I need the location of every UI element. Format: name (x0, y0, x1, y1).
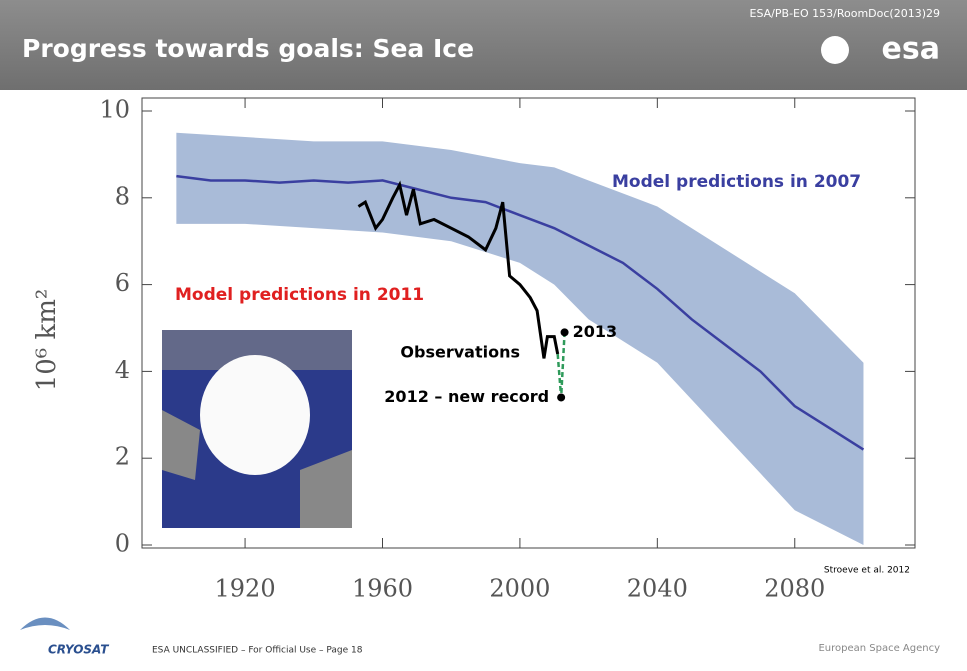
series-label: Observations (400, 343, 520, 362)
agency: European Space Agency (818, 643, 940, 654)
source: Stroeve et al. 2012 (824, 566, 910, 576)
point (560, 328, 569, 337)
x-tick-label: 1960 (352, 575, 413, 603)
x-tick-label: 2040 (627, 575, 688, 603)
y-tick-label: 6 (115, 269, 130, 297)
y-tick-label: 0 (115, 530, 130, 558)
doc-ref: ESA/PB-EO 153/RoomDoc(2013)29 (750, 7, 940, 20)
y-tick-label: 8 (115, 182, 130, 210)
series-line (357, 180, 560, 359)
logo-mark (821, 36, 849, 64)
series-line (176, 174, 865, 451)
slide-title: Progress towards goals: Sea Ice (22, 34, 474, 63)
annotation: Model predictions in 2007 (612, 172, 861, 192)
classification: ESA UNCLASSIFIED – For Official Use – Pa… (152, 646, 363, 656)
uncertainty-band (176, 132, 864, 545)
point (557, 393, 566, 402)
point-label: 2013 (573, 322, 618, 341)
cryosat-icon (20, 617, 70, 630)
x-tick-label: 2000 (489, 575, 550, 603)
logo: esa (882, 32, 940, 67)
mission: CRYOSAT (48, 643, 109, 657)
inset-map (162, 330, 352, 528)
annotation: Model predictions in 2011 (175, 285, 424, 305)
y-axis-label: 10⁶ km² (32, 289, 62, 392)
y-tick-label: 2 (115, 443, 130, 471)
header-bar (0, 0, 967, 90)
x-tick-label: 2080 (764, 575, 825, 603)
x-tick-label: 1920 (215, 575, 276, 603)
point-label: 2012 – new record (384, 387, 549, 406)
y-tick-label: 4 (115, 356, 130, 384)
y-tick-label: 10 (99, 96, 130, 124)
